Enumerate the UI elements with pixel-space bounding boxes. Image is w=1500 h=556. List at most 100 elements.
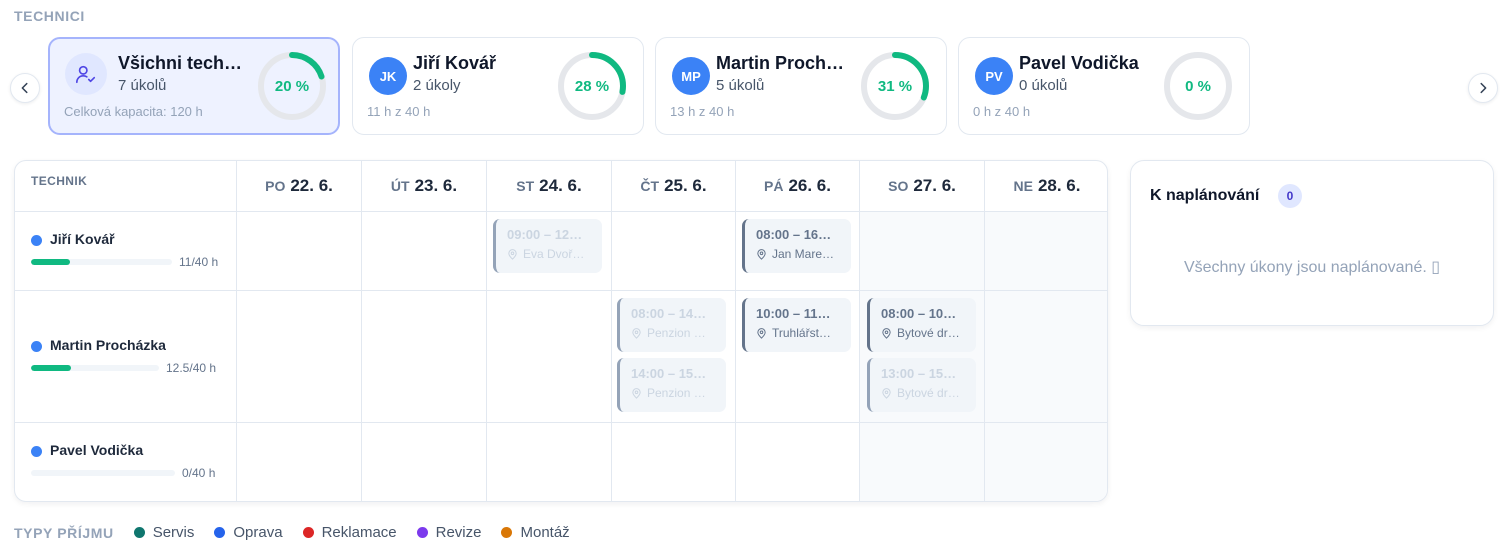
day-date: 26. 6. bbox=[788, 176, 831, 195]
event-location-text: Penzion … bbox=[647, 386, 706, 400]
capacity-label: 12.5/40 h bbox=[166, 361, 217, 375]
capacity-bar bbox=[31, 365, 159, 371]
day-header-wed: ST 24. 6. bbox=[486, 161, 611, 211]
map-pin-icon bbox=[882, 387, 891, 399]
tech-card-name: Jiří Kovář bbox=[413, 53, 497, 73]
tech-card-hours: 13 h z 40 h bbox=[670, 104, 735, 119]
tech-card-tasks: 5 úkolů bbox=[716, 77, 765, 94]
legend-label: Revize bbox=[435, 524, 482, 541]
day-header-fri: PÁ 26. 6. bbox=[735, 161, 859, 211]
grid-line bbox=[15, 290, 1107, 291]
users-check-icon bbox=[76, 65, 96, 84]
legend-label: Montáž bbox=[520, 524, 570, 541]
capacity-percent: 31 % bbox=[877, 77, 913, 95]
event-time: 13:00 – 15… bbox=[881, 366, 957, 381]
event-time: 08:00 – 10… bbox=[881, 306, 957, 321]
carousel-next-button[interactable] bbox=[1468, 73, 1498, 103]
day-date: 28. 6. bbox=[1037, 176, 1081, 195]
tech-card-hours: 0 h z 40 h bbox=[973, 104, 1031, 119]
legend-item-revize: Revize bbox=[416, 524, 482, 541]
event-card[interactable]: 09:00 – 12… Eva Dvoř… bbox=[493, 219, 602, 273]
legend: TYPY PŘÍJMU Servis Oprava Reklamace Revi… bbox=[14, 524, 590, 541]
event-time: 08:00 – 14… bbox=[631, 306, 707, 321]
capacity-label: 0/40 h bbox=[182, 466, 216, 480]
unplanned-panel: K naplánování 0 Všechny úkony jsou naplá… bbox=[1130, 160, 1494, 326]
tech-card-tasks: 2 úkoly bbox=[413, 77, 461, 94]
event-time: 10:00 – 11… bbox=[756, 306, 831, 321]
avatar: JK bbox=[369, 57, 407, 95]
grid-line bbox=[859, 211, 860, 501]
day-date: 23. 6. bbox=[414, 176, 458, 195]
legend-dot bbox=[133, 527, 145, 538]
event-location-text: Truhlářst… bbox=[772, 326, 831, 340]
row-technician-name: Pavel Vodička bbox=[50, 442, 144, 458]
weekly-schedule: TECHNIK PO 22. 6. ÚT 23. 6. ST 24. 6. ČT 25.… bbox=[14, 160, 1108, 502]
day-header-tue: ÚT 23. 6. bbox=[361, 161, 486, 211]
legend-title: TYPY PŘÍJMU bbox=[14, 524, 114, 541]
carousel-prev-button[interactable] bbox=[10, 73, 40, 103]
event-card[interactable]: 08:00 – 14… Penzion … bbox=[617, 298, 726, 352]
event-location: Bytové dr… bbox=[881, 386, 968, 400]
event-card[interactable]: 14:00 – 15… Penzion … bbox=[617, 358, 726, 412]
capacity-bar bbox=[31, 470, 175, 476]
day-of-week: ČT bbox=[640, 178, 660, 194]
tech-card-martin-prochazka[interactable]: MP Martin Prochá… 5 úkolů 13 h z 40 h 31… bbox=[655, 37, 947, 135]
avatar: MP bbox=[672, 57, 710, 95]
tech-card-tasks: 7 úkolů bbox=[118, 77, 167, 94]
day-header-mon: PO 22. 6. bbox=[236, 161, 361, 211]
grid-line bbox=[15, 422, 1107, 423]
day-of-week: NE bbox=[1013, 178, 1033, 194]
capacity-percent: 28 % bbox=[574, 77, 610, 95]
event-location-text: Jan Mare… bbox=[772, 247, 835, 261]
chevron-right-icon bbox=[1480, 82, 1487, 94]
day-date: 25. 6. bbox=[664, 176, 707, 195]
day-date: 22. 6. bbox=[290, 176, 333, 195]
day-of-week: ÚT bbox=[390, 178, 410, 194]
status-dot bbox=[31, 341, 42, 352]
tech-card-all[interactable]: Všichni tech… 7 úkolů Celková kapacita: … bbox=[48, 37, 340, 135]
grid-line bbox=[361, 211, 362, 501]
tech-card-name: Martin Prochá… bbox=[716, 53, 846, 73]
event-location: Penzion … bbox=[631, 326, 718, 340]
map-pin-icon bbox=[508, 248, 517, 260]
weekend-column-saturday bbox=[859, 211, 984, 501]
grid-line bbox=[984, 211, 985, 501]
event-time: 08:00 – 16… bbox=[756, 227, 832, 242]
column-header-technician: TECHNIK bbox=[31, 174, 88, 188]
map-pin-icon bbox=[632, 387, 641, 399]
event-location: Bytové dr… bbox=[881, 326, 968, 340]
day-header-sat: SO 27. 6. bbox=[859, 161, 984, 211]
tech-card-tasks: 0 úkolů bbox=[1019, 77, 1068, 94]
legend-dot bbox=[501, 527, 513, 538]
legend-item-montaz: Montáž bbox=[501, 524, 570, 541]
event-location: Eva Dvoř… bbox=[507, 247, 594, 261]
event-card[interactable]: 08:00 – 10… Bytové dr… bbox=[867, 298, 976, 352]
legend-item-reklamace: Reklamace bbox=[302, 524, 397, 541]
day-of-week: PÁ bbox=[764, 178, 784, 194]
row-technician-name: Martin Procházka bbox=[50, 337, 166, 353]
map-pin-icon bbox=[632, 327, 641, 339]
capacity-ring: 0 % bbox=[1163, 51, 1233, 121]
map-pin-icon bbox=[757, 327, 766, 339]
legend-dot bbox=[416, 527, 428, 538]
event-time: 09:00 – 12… bbox=[507, 227, 583, 242]
day-date: 24. 6. bbox=[539, 176, 582, 195]
event-card[interactable]: 08:00 – 16… Jan Mare… bbox=[742, 219, 851, 273]
event-location-text: Bytové dr… bbox=[897, 386, 960, 400]
event-time: 14:00 – 15… bbox=[631, 366, 707, 381]
event-card[interactable]: 10:00 – 11… Truhlářst… bbox=[742, 298, 851, 352]
unplanned-empty-message: Všechny úkony jsou naplánované. ▯ bbox=[1183, 259, 1441, 276]
avatar: PV bbox=[975, 57, 1013, 95]
status-dot bbox=[31, 235, 42, 246]
capacity-label: 11/40 h bbox=[179, 255, 219, 269]
capacity-ring: 20 % bbox=[257, 51, 327, 121]
tech-card-pavel-vodicka[interactable]: PV Pavel Vodička 0 úkolů 0 h z 40 h 0 % bbox=[958, 37, 1250, 135]
tech-card-hours: 11 h z 40 h bbox=[367, 104, 431, 119]
tech-card-jiri-kovar[interactable]: JK Jiří Kovář 2 úkoly 11 h z 40 h 28 % bbox=[352, 37, 644, 135]
event-location-text: Bytové dr… bbox=[897, 326, 960, 340]
row-technician-name: Jiří Kovář bbox=[50, 231, 115, 247]
capacity-percent: 20 % bbox=[274, 77, 310, 95]
event-card[interactable]: 13:00 – 15… Bytové dr… bbox=[867, 358, 976, 412]
day-of-week: ST bbox=[516, 178, 535, 194]
capacity-ring: 31 % bbox=[860, 51, 930, 121]
